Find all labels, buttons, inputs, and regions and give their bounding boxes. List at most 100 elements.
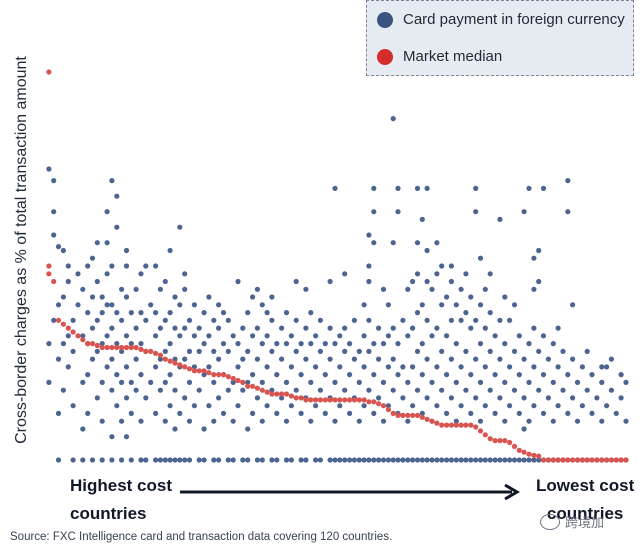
card-point [565,209,571,215]
card-point [424,185,430,191]
card-point [230,418,236,424]
card-point [172,426,178,432]
card-point [128,310,134,316]
card-point [298,457,304,463]
card-point [468,372,474,378]
card-point [70,348,76,354]
card-point [531,325,537,331]
card-point [191,403,197,409]
card-point [487,348,493,354]
median-point [410,412,416,418]
card-point [419,372,425,378]
card-point [298,372,304,378]
card-point [80,457,86,463]
card-point [167,372,173,378]
card-point [366,317,372,323]
card-point [303,325,309,331]
card-point [240,457,246,463]
card-point [201,372,207,378]
card-point [196,387,202,393]
card-point [439,387,445,393]
card-point [439,263,445,269]
card-point [507,457,513,463]
card-point [342,387,348,393]
card-point [473,209,479,215]
card-point [89,325,96,331]
card-point [60,247,66,254]
card-point [361,457,367,463]
card-point [51,178,57,184]
card-point [250,294,256,300]
card-point [565,178,571,184]
median-point [584,457,590,463]
card-point [555,325,561,331]
card-point [584,387,590,393]
card-point [94,240,100,246]
card-point [511,387,518,393]
median-point [618,457,624,463]
card-point [521,209,527,215]
median-point [429,418,435,424]
card-point [283,341,290,347]
median-point [385,407,391,413]
card-point [46,341,52,347]
card-point [448,356,454,362]
card-point [385,333,391,339]
card-point [313,457,319,463]
card-point [492,410,498,416]
card-point [526,457,532,463]
card-point [380,418,387,424]
median-point [177,362,183,368]
median-point [293,395,299,401]
card-point [565,372,571,378]
card-point [60,341,66,347]
card-point [211,418,217,424]
watermark-text: 跨境加 [565,515,605,530]
card-point [89,356,96,362]
card-point [254,286,260,292]
card-point [526,185,532,191]
card-point [468,457,474,463]
card-point [274,457,280,463]
card-point [177,302,183,308]
median-point [468,422,474,428]
card-point [390,356,396,362]
card-point [618,395,624,401]
card-point [157,457,163,463]
median-point [143,348,149,354]
card-point [230,457,236,463]
card-point [157,356,163,362]
card-point [114,224,120,230]
card-point [385,403,391,409]
card-point [477,255,484,261]
card-point [458,457,464,463]
card-point [405,457,411,463]
card-point [293,387,299,393]
card-point [119,457,125,463]
card-point [75,302,81,308]
card-point [259,418,265,424]
card-point [453,418,459,424]
legend-card-label: Card payment in foreign currency [403,11,625,28]
median-point [545,457,552,463]
card-point [128,379,134,385]
card-point [497,395,503,401]
card-point [55,244,62,250]
median-point [463,422,469,428]
card-point [274,372,280,378]
median-point [216,372,222,378]
source-note: Source: FXC Intelligence card and transa… [10,531,393,543]
card-point [308,310,314,316]
card-point [477,418,484,424]
median-point [157,352,163,358]
median-point [109,344,115,351]
card-point [497,317,503,323]
card-point [85,372,91,378]
card-point [332,185,338,191]
card-point [313,333,319,339]
median-point [322,397,328,403]
card-point [507,403,513,409]
median-point [424,416,430,422]
card-point [80,286,86,292]
median-point [502,438,508,444]
